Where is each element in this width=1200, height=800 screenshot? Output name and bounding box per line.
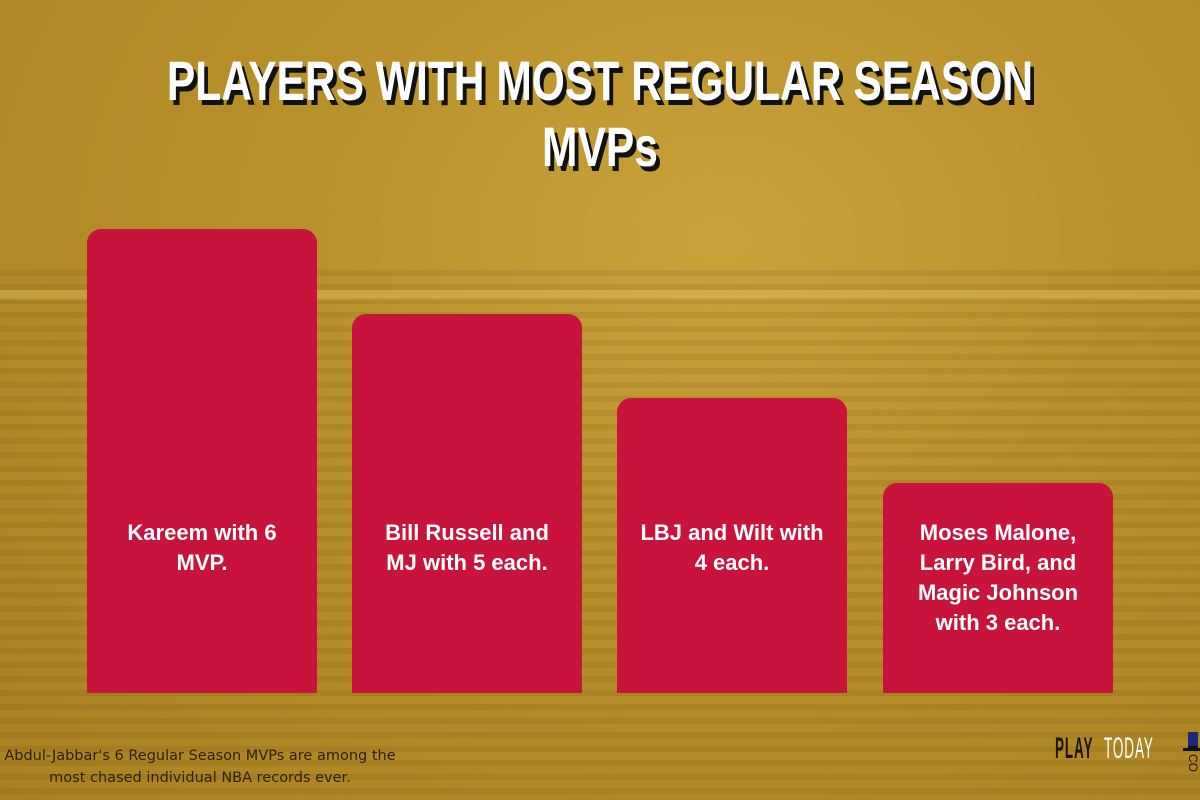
top-hat-icon xyxy=(1188,732,1198,748)
logo-play: PLAY xyxy=(1055,732,1094,765)
bar-label-2: Bill Russell and MJ with 5 each. xyxy=(385,520,549,575)
bar-2 xyxy=(352,313,582,693)
bar-1 xyxy=(87,229,317,693)
bar-label-3: LBJ and Wilt with 4 each. xyxy=(640,520,824,575)
title-container: PLAYERS WITH MOST REGULAR SEASON MVPs xyxy=(0,48,1200,180)
bar-3 xyxy=(617,398,847,693)
logo-co: CO xyxy=(1186,754,1200,772)
bar-label-1: Kareem with 6 MVP. xyxy=(127,520,277,575)
bar-label-4: Moses Malone, Larry Bird, and Magic John… xyxy=(917,520,1079,635)
playtoday-logo: PLAY TODAY CO xyxy=(1055,732,1200,772)
bar-4 xyxy=(883,483,1113,693)
chart-title: PLAYERS WITH MOST REGULAR SEASON MVPs xyxy=(166,49,1034,178)
hat-brim xyxy=(1183,748,1200,751)
logo-today: TODAY xyxy=(1104,732,1155,765)
footer-note: Abdul-Jabbar's 6 Regular Season MVPs are… xyxy=(4,748,396,786)
